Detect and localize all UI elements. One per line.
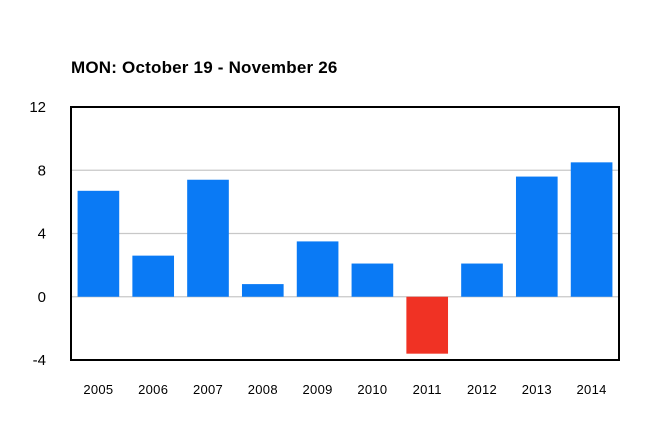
bar-2006: [132, 255, 175, 297]
y-axis-ticks: -4 0 4 8 12: [29, 99, 46, 369]
y-tick-label: 4: [38, 226, 46, 243]
x-tick-label: 2009: [303, 382, 333, 397]
bar-2011: [406, 296, 449, 354]
x-axis-ticks: 2005 2006 2007 2008 2009 2010 2011 2012 2013 2014: [83, 382, 606, 397]
x-tick-label: 2012: [467, 382, 497, 397]
x-tick-label: 2007: [193, 382, 223, 397]
bar-2010: [351, 263, 394, 297]
y-tick-label: 12: [29, 99, 46, 116]
bar-2012: [461, 263, 503, 297]
bar-2009: [296, 241, 339, 297]
bar-2005: [77, 190, 120, 297]
y-tick-label: 8: [38, 162, 46, 179]
bars: [77, 162, 613, 354]
x-tick-label: 2014: [577, 382, 607, 397]
x-tick-label: 2006: [138, 382, 168, 397]
x-tick-label: 2005: [83, 382, 113, 397]
y-tick-label: -4: [33, 352, 46, 369]
bar-2008: [241, 284, 284, 297]
bar-2013: [515, 176, 558, 297]
chart-title: MON: October 19 - November 26: [71, 58, 338, 77]
y-tick-label: 0: [38, 289, 46, 306]
bar-2014: [570, 162, 613, 297]
plot-frame: [70, 106, 620, 361]
bar-2007: [187, 179, 229, 297]
x-tick-label: 2011: [413, 382, 442, 397]
x-tick-label: 2013: [522, 382, 552, 397]
x-tick-label: 2008: [248, 382, 278, 397]
x-tick-label: 2010: [357, 382, 387, 397]
